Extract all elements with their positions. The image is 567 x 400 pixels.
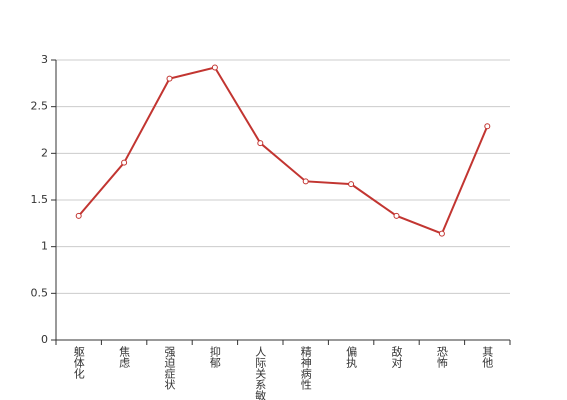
x-tick-label: 敌对 bbox=[390, 345, 403, 368]
y-tick-label: 0 bbox=[41, 333, 48, 346]
y-tick-label: 2 bbox=[41, 146, 48, 159]
y-tick-label: 3 bbox=[41, 53, 48, 66]
point bbox=[393, 212, 400, 219]
x-tick-label: 其他 bbox=[481, 346, 494, 368]
x-tick-label: 精神病性 bbox=[299, 346, 312, 391]
x-tick-label: 抑郁 bbox=[208, 345, 221, 368]
y-tick-label: 0.5 bbox=[31, 286, 49, 299]
x-tick-label: 躯体化 bbox=[72, 346, 85, 380]
point bbox=[211, 64, 218, 71]
point bbox=[302, 178, 309, 185]
point bbox=[484, 123, 491, 130]
y-tick-label: 1.5 bbox=[31, 193, 49, 206]
point bbox=[75, 212, 82, 219]
y-tick-label: 1 bbox=[41, 240, 48, 253]
x-tick-label: 焦虑 bbox=[118, 346, 131, 368]
point bbox=[257, 140, 264, 147]
x-tick-label: 偏执 bbox=[345, 345, 358, 369]
line bbox=[77, 66, 489, 235]
x-tick-label: 人际关系敏感 bbox=[254, 346, 267, 400]
point bbox=[438, 230, 445, 237]
y-tick-label: 2.5 bbox=[31, 100, 49, 113]
point bbox=[166, 75, 173, 82]
point bbox=[121, 159, 128, 166]
point bbox=[348, 181, 355, 188]
x-tick-label: 强迫症状 bbox=[163, 346, 176, 390]
x-tick-label: 恐怖 bbox=[435, 346, 448, 368]
